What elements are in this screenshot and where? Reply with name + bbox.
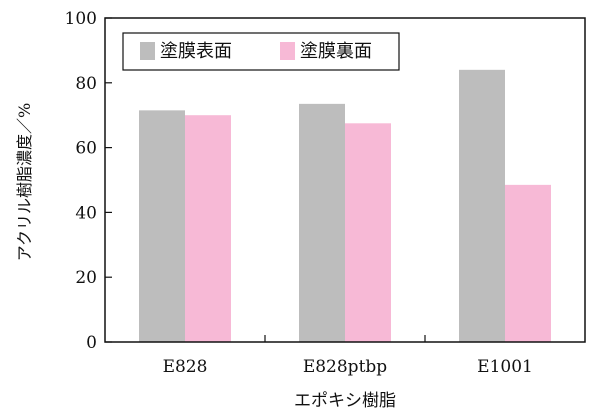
x-tick-label-e1001: E1001 [477, 357, 533, 377]
bar-e828-surface [139, 110, 185, 342]
bar-e1001-back [505, 184, 551, 342]
y-axis: 0 20 40 60 80 100 [65, 9, 112, 353]
x-axis: E828 E828ptbp E1001 [163, 335, 533, 377]
legend-label-back: 塗膜裏面 [300, 40, 372, 62]
legend-swatch-back [280, 42, 295, 60]
y-tick-label-40: 40 [75, 203, 97, 223]
y-tick-label-60: 60 [75, 139, 97, 159]
y-tick-label-20: 20 [75, 268, 97, 288]
x-axis-title: エポキシ樹脂 [294, 391, 396, 411]
y-tick-label-80: 80 [75, 74, 97, 94]
legend: 塗膜表面 塗膜裏面 [122, 32, 400, 71]
x-tick-label-e828: E828 [163, 357, 208, 377]
bars-group [139, 69, 551, 342]
y-tick-label-100: 100 [65, 9, 97, 29]
y-tick-label-0: 0 [86, 333, 97, 353]
y-axis-title: アクリル樹脂濃度／% [15, 103, 34, 261]
plot-frame [104, 17, 586, 343]
bar-e828ptbp-surface [299, 103, 345, 342]
legend-label-surface: 塗膜表面 [160, 40, 232, 62]
x-tick-label-e828ptbp: E828ptbp [303, 357, 387, 377]
legend-swatch-surface [140, 42, 155, 60]
legend-box [122, 32, 400, 71]
bar-e828-back [185, 115, 231, 342]
bar-e828ptbp-back [345, 123, 391, 342]
bar-e1001-surface [459, 69, 505, 342]
